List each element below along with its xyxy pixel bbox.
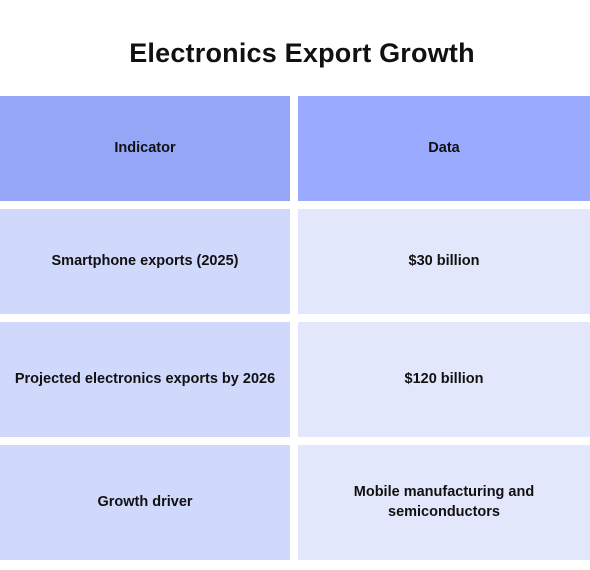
table-header-data: Data (298, 96, 590, 201)
table-cell-indicator: Smartphone exports (2025) (0, 209, 290, 314)
table-cell-data: Mobile manufacturing and semiconductors (298, 445, 590, 560)
table-cell-data: $30 billion (298, 209, 590, 314)
table-cell-indicator: Growth driver (0, 445, 290, 560)
table-cell-indicator: Projected electronics exports by 2026 (0, 322, 290, 437)
table-cell-data: $120 billion (298, 322, 590, 437)
page-title: Electronics Export Growth (129, 38, 475, 68)
table-header-indicator: Indicator (0, 96, 290, 201)
